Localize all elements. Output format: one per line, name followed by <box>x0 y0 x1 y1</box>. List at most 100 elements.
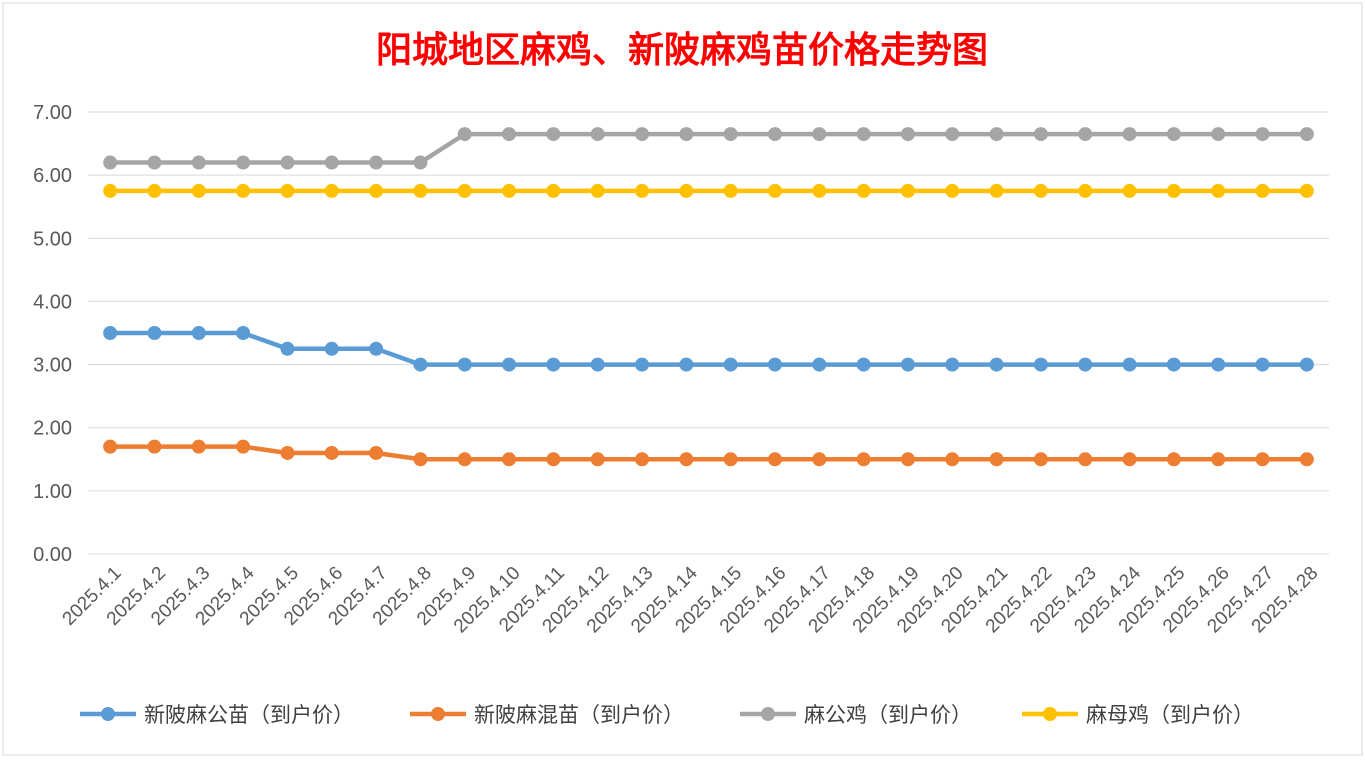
data-point <box>723 452 738 467</box>
data-point <box>1211 357 1226 372</box>
data-point <box>236 183 251 198</box>
data-point <box>147 183 162 198</box>
data-point <box>369 341 384 356</box>
data-point <box>1078 357 1093 372</box>
data-point <box>413 183 428 198</box>
data-point <box>324 341 339 356</box>
data-point <box>590 127 605 142</box>
data-point <box>635 357 650 372</box>
data-point <box>280 183 295 198</box>
y-axis-ticks: 0.00 1.00 2.00 3.00 4.00 5.00 6.00 7.00 <box>33 102 72 566</box>
data-point <box>767 127 782 142</box>
data-point <box>900 452 915 467</box>
y-tick-label: 3.00 <box>33 355 72 377</box>
data-point <box>1166 183 1181 198</box>
data-point <box>1166 357 1181 372</box>
data-point <box>723 357 738 372</box>
series-3 <box>103 183 1314 198</box>
data-point <box>546 452 561 467</box>
data-point <box>280 445 295 460</box>
data-point <box>236 155 251 170</box>
data-point <box>147 439 162 454</box>
data-point <box>1122 183 1137 198</box>
data-point <box>723 127 738 142</box>
data-point <box>236 439 251 454</box>
data-point <box>856 452 871 467</box>
data-point <box>324 183 339 198</box>
data-point <box>413 357 428 372</box>
data-point <box>856 183 871 198</box>
data-point <box>413 452 428 467</box>
data-point <box>1166 452 1181 467</box>
data-point <box>1166 127 1181 142</box>
legend-marker <box>1043 707 1057 721</box>
legend-label: 麻公鸡（到户价） <box>804 703 972 727</box>
series-line <box>110 131 1307 165</box>
data-point <box>457 127 472 142</box>
y-tick-label: 7.00 <box>33 102 72 124</box>
data-point <box>1033 357 1048 372</box>
data-point <box>1299 183 1314 198</box>
data-point <box>1122 357 1137 372</box>
data-point <box>679 127 694 142</box>
chart-title: 阳城地区麻鸡、新陂麻鸡苗价格走势图 <box>376 29 988 71</box>
data-point <box>679 357 694 372</box>
data-point <box>324 445 339 460</box>
data-point <box>502 127 517 142</box>
data-point <box>590 183 605 198</box>
data-point <box>103 155 118 170</box>
gridlines <box>88 111 1329 555</box>
data-point <box>945 452 960 467</box>
data-point <box>989 357 1004 372</box>
legend-label: 麻母鸡（到户价） <box>1086 703 1254 727</box>
data-point <box>1211 183 1226 198</box>
data-point <box>1299 452 1314 467</box>
data-point <box>546 357 561 372</box>
data-point <box>147 326 162 340</box>
legend-item-1: 新陂麻混苗（到户价） <box>410 703 684 727</box>
data-point <box>1033 127 1048 142</box>
data-point <box>945 357 960 372</box>
data-point <box>900 127 915 142</box>
data-point <box>635 183 650 198</box>
data-point <box>1255 183 1270 198</box>
legend-label: 新陂麻公苗（到户价） <box>144 703 354 727</box>
data-point <box>280 341 295 356</box>
data-point <box>590 452 605 467</box>
data-point <box>1033 452 1048 467</box>
data-point <box>1255 127 1270 142</box>
data-point <box>457 183 472 198</box>
data-point <box>324 155 339 170</box>
data-point <box>147 155 162 170</box>
data-point <box>457 357 472 372</box>
data-point <box>280 155 295 170</box>
data-point <box>1299 127 1314 142</box>
data-point <box>369 445 384 460</box>
data-point <box>856 127 871 142</box>
data-point <box>1078 452 1093 467</box>
data-point <box>191 155 206 170</box>
data-point <box>103 439 118 454</box>
data-point <box>590 357 605 372</box>
legend-label: 新陂麻混苗（到户价） <box>474 703 684 727</box>
data-point <box>812 183 827 198</box>
data-point <box>1299 357 1314 372</box>
data-point <box>812 452 827 467</box>
data-point <box>767 357 782 372</box>
data-point <box>635 127 650 142</box>
y-tick-label: 5.00 <box>33 228 72 250</box>
series-line <box>110 444 1307 462</box>
legend-item-2: 麻公鸡（到户价） <box>740 703 972 727</box>
series-line <box>110 330 1307 367</box>
data-point <box>103 326 118 340</box>
data-point <box>1122 127 1137 142</box>
data-point <box>191 439 206 454</box>
data-point <box>989 452 1004 467</box>
data-point <box>767 452 782 467</box>
data-point <box>812 127 827 142</box>
data-point <box>635 452 650 467</box>
data-point <box>900 183 915 198</box>
data-point <box>1211 452 1226 467</box>
